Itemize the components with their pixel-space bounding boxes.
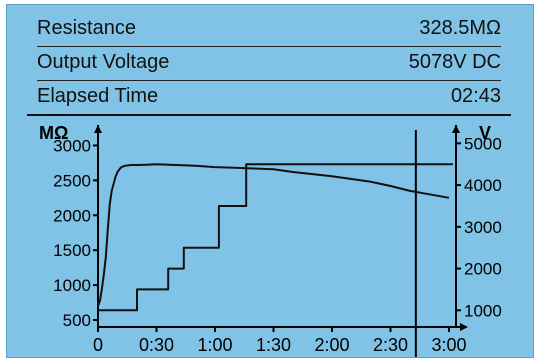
resistance-readout: Resistance 328.5MΩ (37, 17, 501, 47)
elapsed-time-label: Elapsed Time (37, 85, 159, 107)
left-axis-arrow-icon (94, 125, 102, 133)
divider (37, 46, 501, 47)
right-axis-arrow-icon (452, 125, 460, 133)
right-tick-label: 3000 (464, 218, 502, 237)
resistance-series-line (97, 163, 450, 307)
left-tick-label: 1500 (53, 241, 91, 260)
x-tick-label: 0:30 (139, 335, 174, 355)
output-voltage-label: Output Voltage (37, 51, 170, 73)
left-tick-label: 2500 (53, 171, 91, 190)
x-tick-label: 1:30 (256, 335, 291, 355)
x-axis-arrow-icon (460, 323, 468, 331)
chart-divider (27, 114, 511, 116)
x-tick-label: 1:00 (197, 335, 232, 355)
right-tick-label: 5000 (464, 134, 502, 153)
left-tick-label: 1000 (53, 276, 91, 295)
left-tick-label: 500 (63, 311, 91, 330)
left-tick-label: 3000 (53, 136, 91, 155)
left-tick-label: 2000 (53, 206, 91, 225)
resistance-label: Resistance (37, 17, 136, 39)
display-screen: Resistance 328.5MΩ Output Voltage 5078V … (6, 4, 534, 358)
output-voltage-value: 5078V DC (408, 51, 501, 73)
left-axis-unit: MΩ (39, 123, 68, 143)
divider (37, 80, 501, 81)
right-tick-label: 4000 (464, 176, 502, 195)
right-tick-label: 1000 (464, 301, 502, 320)
x-tick-label: 3:00 (431, 335, 466, 355)
x-tick-label: 0 (93, 335, 103, 355)
elapsed-time-value: 02:43 (450, 85, 501, 107)
voltage-series-line (98, 163, 453, 312)
right-tick-label: 2000 (464, 260, 502, 279)
resistance-value: 328.5MΩ (419, 17, 501, 39)
x-tick-label: 2:00 (314, 335, 349, 355)
elapsed-time-readout: Elapsed Time 02:43 (37, 85, 501, 115)
output-voltage-readout: Output Voltage 5078V DC (37, 51, 501, 81)
right-axis-unit: V (479, 123, 491, 143)
x-tick-label: 2:30 (373, 335, 408, 355)
resistance-voltage-chart: MΩ V 500 1000 1500 2000 2500 3000 1000 2000 3000… (39, 123, 502, 357)
